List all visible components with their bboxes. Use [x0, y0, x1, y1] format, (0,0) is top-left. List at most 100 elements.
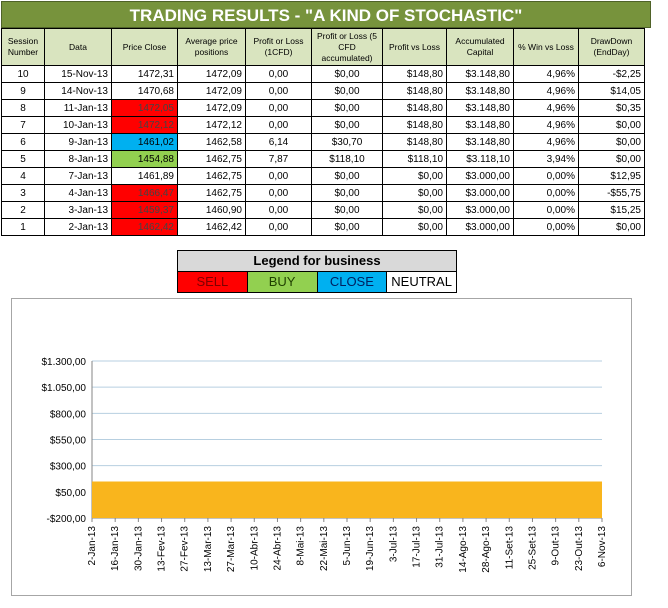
cell-profit-1cfd: 0,00: [245, 82, 312, 100]
cell-profit-vs-loss: $0,00: [382, 218, 447, 236]
table-row: 1 2-Jan-13 1462,42 1462,42 0,00 $0,00 $0,00 $3.…: [1, 218, 645, 236]
capital-area-series: [92, 481, 602, 518]
y-tick-label: $50,00: [55, 488, 86, 499]
col-session: Session Number: [1, 28, 45, 66]
cell-drawdown: -$2,25: [578, 65, 645, 83]
y-tick-label: $300,00: [50, 462, 87, 473]
col-win-vs-loss: % Win vs Loss: [513, 28, 579, 66]
y-tick-label: -$200,00: [47, 514, 87, 525]
cell-average-price: 1462,58: [177, 133, 246, 151]
cell-session: 4: [1, 167, 45, 185]
cell-accumulated-capital: $3.148,80: [446, 65, 514, 83]
cell-profit-5cfd: $0,00: [311, 99, 383, 117]
x-tick-label: 9-Out-13: [551, 526, 562, 566]
x-tick-label: 3-Jul-13: [388, 526, 399, 563]
cell-profit-1cfd: 0,00: [245, 218, 312, 236]
y-tick-label: $1.050,00: [42, 383, 87, 394]
cell-accumulated-capital: $3.148,80: [446, 99, 514, 117]
cell-date: 14-Nov-13: [44, 82, 112, 100]
cell-accumulated-capital: $3.000,00: [446, 218, 514, 236]
cell-profit-1cfd: 6,14: [245, 133, 312, 151]
cell-date: 9-Jan-13: [44, 133, 112, 151]
cell-profit-vs-loss: $148,80: [382, 116, 447, 134]
cell-profit-1cfd: 0,00: [245, 65, 312, 83]
cell-drawdown: $0,00: [578, 116, 645, 134]
cell-average-price: 1462,42: [177, 218, 246, 236]
col-average-price: Average price positions: [177, 28, 246, 66]
cell-profit-vs-loss: $0,00: [382, 167, 447, 185]
cell-win-vs-loss: 4,96%: [513, 133, 579, 151]
table-row: 4 7-Jan-13 1461,89 1462,75 0,00 $0,00 $0,00 $3.…: [1, 167, 645, 185]
cell-date: 4-Jan-13: [44, 184, 112, 202]
cell-price-close: 1472,05: [111, 99, 178, 117]
col-profit-1cfd: Profit or Loss (1CFD): [245, 28, 312, 66]
cell-win-vs-loss: 0,00%: [513, 167, 579, 185]
cell-profit-5cfd: $0,00: [311, 65, 383, 83]
x-tick-label: 13-Fev-13: [157, 526, 168, 572]
cell-profit-vs-loss: $148,80: [382, 133, 447, 151]
business-legend: Legend for business SELL BUY CLOSE NEUTR…: [177, 250, 457, 293]
cell-profit-5cfd: $0,00: [311, 82, 383, 100]
x-tick-label: 8-Mai-13: [296, 526, 307, 566]
cell-profit-5cfd: $0,00: [311, 167, 383, 185]
cell-average-price: 1462,75: [177, 184, 246, 202]
x-tick-label: 27-Fev-13: [180, 526, 191, 572]
cell-session: 8: [1, 99, 45, 117]
cell-profit-5cfd: $0,00: [311, 184, 383, 202]
cell-drawdown: $0,00: [578, 150, 645, 168]
x-tick-label: 23-Out-13: [574, 526, 585, 571]
cell-session: 3: [1, 184, 45, 202]
cell-profit-vs-loss: $148,80: [382, 99, 447, 117]
cell-session: 2: [1, 201, 45, 219]
cell-profit-1cfd: 0,00: [245, 184, 312, 202]
cell-drawdown: $0,00: [578, 133, 645, 151]
cell-session: 1: [1, 218, 45, 236]
x-tick-label: 10-Abr-13: [249, 526, 260, 571]
capital-chart[interactable]: -$200,00 $50,00 $300,00 $550,00 $800,00 $1.05…: [11, 298, 632, 596]
x-tick-label: 5-Jun-13: [342, 526, 353, 566]
cell-price-close: 1462,42: [111, 218, 178, 236]
cell-price-close: 1459,37: [111, 201, 178, 219]
cell-session: 5: [1, 150, 45, 168]
cell-accumulated-capital: $3.148,80: [446, 116, 514, 134]
legend-close: CLOSE: [317, 272, 388, 292]
cell-average-price: 1472,09: [177, 99, 246, 117]
cell-profit-1cfd: 0,00: [245, 99, 312, 117]
cell-win-vs-loss: 4,96%: [513, 82, 579, 100]
cell-price-close: 1461,02: [111, 133, 178, 151]
legend-buy: BUY: [247, 272, 318, 292]
x-tick-label: 30-Jan-13: [133, 526, 144, 571]
x-tick-label: 24-Abr-13: [272, 526, 283, 571]
table-row: 3 4-Jan-13 1466,47 1462,75 0,00 $0,00 $0,00 $3.…: [1, 184, 645, 202]
cell-session: 9: [1, 82, 45, 100]
x-tick-label: 19-Jun-13: [365, 526, 376, 571]
cell-win-vs-loss: 0,00%: [513, 184, 579, 202]
table-row: 9 14-Nov-13 1470,68 1472,09 0,00 $0,00 $148,80…: [1, 82, 645, 100]
cell-date: 3-Jan-13: [44, 201, 112, 219]
table-row: 2 3-Jan-13 1459,37 1460,90 0,00 $0,00 $0,00 $3.…: [1, 201, 645, 219]
cell-win-vs-loss: 4,96%: [513, 99, 579, 117]
col-price-close: Price Close: [111, 28, 178, 66]
cell-accumulated-capital: $3.000,00: [446, 167, 514, 185]
report-title: TRADING RESULTS - "A KIND OF STOCHASTIC": [1, 1, 651, 28]
col-accumulated-capital: Accumulated Capital: [446, 28, 514, 66]
x-tick-label: 16-Jan-13: [110, 526, 121, 571]
cell-profit-vs-loss: $0,00: [382, 201, 447, 219]
cell-date: 10-Jan-13: [44, 116, 112, 134]
chart-svg: -$200,00 $50,00 $300,00 $550,00 $800,00 $1.05…: [42, 357, 609, 573]
cell-session: 10: [1, 65, 45, 83]
cell-average-price: 1462,75: [177, 167, 246, 185]
cell-profit-1cfd: 0,00: [245, 167, 312, 185]
x-tick-label: 27-Mar-13: [226, 526, 237, 573]
x-tick-label: 31-Jul-13: [435, 526, 446, 568]
cell-drawdown: -$55,75: [578, 184, 645, 202]
cell-price-close: 1466,47: [111, 184, 178, 202]
cell-drawdown: $15,25: [578, 201, 645, 219]
table-row: 7 10-Jan-13 1472,12 1472,12 0,00 $0,00 $148,80…: [1, 116, 645, 134]
legend-neutral: NEUTRAL: [387, 272, 456, 292]
results-table: Session Number Data Price Close Average …: [1, 28, 645, 236]
table-row: 5 8-Jan-13 1454,88 1462,75 7,87 $118,10 $118,1…: [1, 150, 645, 168]
x-tick-label: 11-Set-13: [504, 526, 515, 570]
cell-profit-1cfd: 0,00: [245, 116, 312, 134]
cell-profit-vs-loss: $0,00: [382, 184, 447, 202]
